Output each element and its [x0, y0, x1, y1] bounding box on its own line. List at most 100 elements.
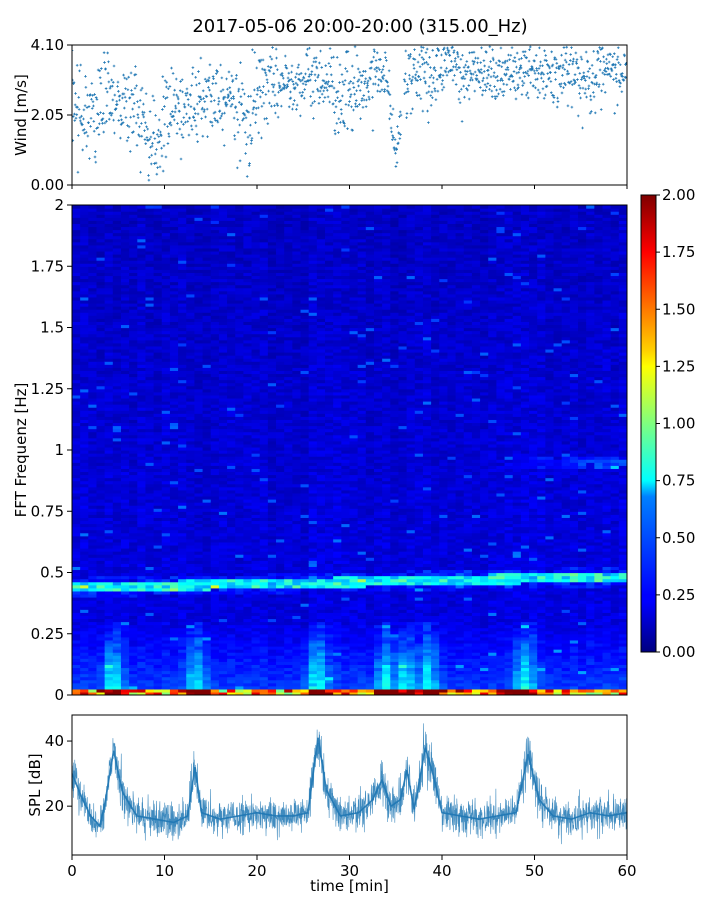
- spectrogram-cell: [243, 407, 253, 411]
- wind-point: [144, 121, 147, 125]
- spectrogram-cell: [129, 238, 138, 243]
- spectrogram-cell: [161, 667, 171, 672]
- spectrogram-cell: [161, 382, 171, 387]
- spectrogram-cell: [218, 385, 228, 390]
- spectrogram-cell: [129, 345, 138, 350]
- spectrogram-cell: [194, 299, 204, 304]
- wind-point: [205, 95, 209, 98]
- spectrogram-cell: [145, 367, 155, 371]
- spectrogram-cell: [72, 538, 81, 543]
- spectrogram-cell: [202, 388, 212, 393]
- spectrogram-cell: [243, 483, 253, 488]
- spectrogram-cell: [96, 299, 106, 304]
- spectrogram-cell: [227, 272, 236, 277]
- spectrogram-cell: [96, 247, 106, 252]
- wind-point: [572, 82, 576, 86]
- spectrogram-cell: [80, 572, 89, 577]
- wind-point: [187, 103, 190, 107]
- spectrogram-cell: [243, 499, 253, 503]
- wind-point: [310, 64, 314, 68]
- spectrogram-cell: [120, 575, 130, 580]
- wind-point: [456, 55, 460, 59]
- spectrogram-cell: [186, 284, 196, 289]
- spectrogram-cell: [169, 250, 179, 255]
- spectrogram-cell: [137, 566, 147, 571]
- spectrogram-cell: [169, 254, 179, 258]
- spectrogram-cell: [104, 495, 114, 500]
- spectrogram-cell: [145, 535, 155, 540]
- spectrogram-cell: [96, 376, 106, 381]
- wind-point: [520, 57, 523, 60]
- spectrogram-cell: [202, 217, 212, 221]
- spectrogram-cell: [153, 505, 163, 509]
- wind-point: [314, 56, 318, 60]
- spectrogram-cell: [72, 208, 81, 212]
- spectrogram-cell: [96, 370, 106, 375]
- spectrogram-cell: [235, 364, 244, 368]
- spectrogram-cell: [169, 434, 179, 439]
- spectrogram-cell: [194, 260, 204, 264]
- spectrogram-cell: [202, 483, 212, 488]
- wind-point: [490, 89, 494, 93]
- spectrogram-cell: [227, 563, 236, 567]
- spectrogram-cell: [137, 266, 147, 270]
- spectrogram-cell: [218, 465, 228, 469]
- wind-point: [221, 128, 224, 132]
- wind-point: [123, 76, 127, 80]
- spectrogram-cell: [169, 581, 179, 586]
- spectrogram-cell: [218, 486, 228, 491]
- wind-point: [180, 78, 184, 82]
- spectrogram-cell: [153, 226, 163, 231]
- spectrogram-cell: [169, 575, 179, 580]
- spectrogram-cell: [153, 465, 163, 469]
- spectrogram-cell: [104, 581, 114, 586]
- spectrogram-cell: [227, 446, 236, 451]
- spectrogram-cell: [210, 621, 220, 626]
- spectrogram-cell: [137, 642, 147, 647]
- spectrogram-cell: [186, 382, 196, 387]
- wind-point: [523, 50, 527, 53]
- spectrogram-cell: [129, 299, 138, 304]
- wind-point: [541, 87, 545, 91]
- spectrogram-cell: [169, 462, 179, 466]
- spectrogram-cell: [194, 483, 204, 488]
- wind-point: [346, 127, 349, 130]
- spectrogram-cell: [227, 342, 236, 347]
- spectrogram-cell: [72, 679, 81, 684]
- spectrogram-cell: [112, 603, 122, 607]
- spectrogram-cell: [104, 205, 114, 209]
- spectrogram-cell: [88, 303, 98, 307]
- wind-point: [231, 78, 235, 82]
- spectrogram-cell: [243, 600, 253, 604]
- spectrogram-cell: [137, 636, 147, 641]
- spectrogram-cell: [186, 520, 196, 525]
- spectrogram-cell: [129, 330, 138, 335]
- spectrogram-cell: [112, 352, 122, 356]
- spectrogram-cell: [88, 499, 98, 503]
- spectrogram-cell: [145, 471, 155, 476]
- spectrogram-cell: [153, 306, 163, 310]
- spectrogram-cell: [145, 342, 155, 347]
- spectrogram-cell: [129, 688, 138, 693]
- wind-point: [538, 46, 541, 50]
- spectrogram-cell: [235, 345, 244, 350]
- wind-point: [85, 144, 88, 148]
- spectrogram-cell: [153, 535, 163, 540]
- spectrogram-cell: [194, 465, 204, 469]
- spectrogram-cell: [178, 486, 187, 491]
- wind-point: [509, 88, 512, 91]
- spectrogram-cell: [129, 416, 138, 420]
- wind-point: [363, 80, 367, 83]
- spectrogram-cell: [145, 361, 155, 365]
- spectrogram-cell: [227, 489, 236, 494]
- wind-point: [454, 57, 457, 60]
- spectrogram-cell: [80, 220, 89, 224]
- spectrogram-cell: [96, 275, 106, 280]
- spectrogram-cell: [227, 609, 236, 613]
- spectrogram-cell: [227, 652, 236, 656]
- wind-point: [199, 98, 203, 101]
- spectrogram-cell: [96, 413, 106, 417]
- spectrogram-cell: [80, 416, 89, 420]
- spectrogram-cell: [72, 652, 81, 656]
- wind-point: [461, 75, 465, 79]
